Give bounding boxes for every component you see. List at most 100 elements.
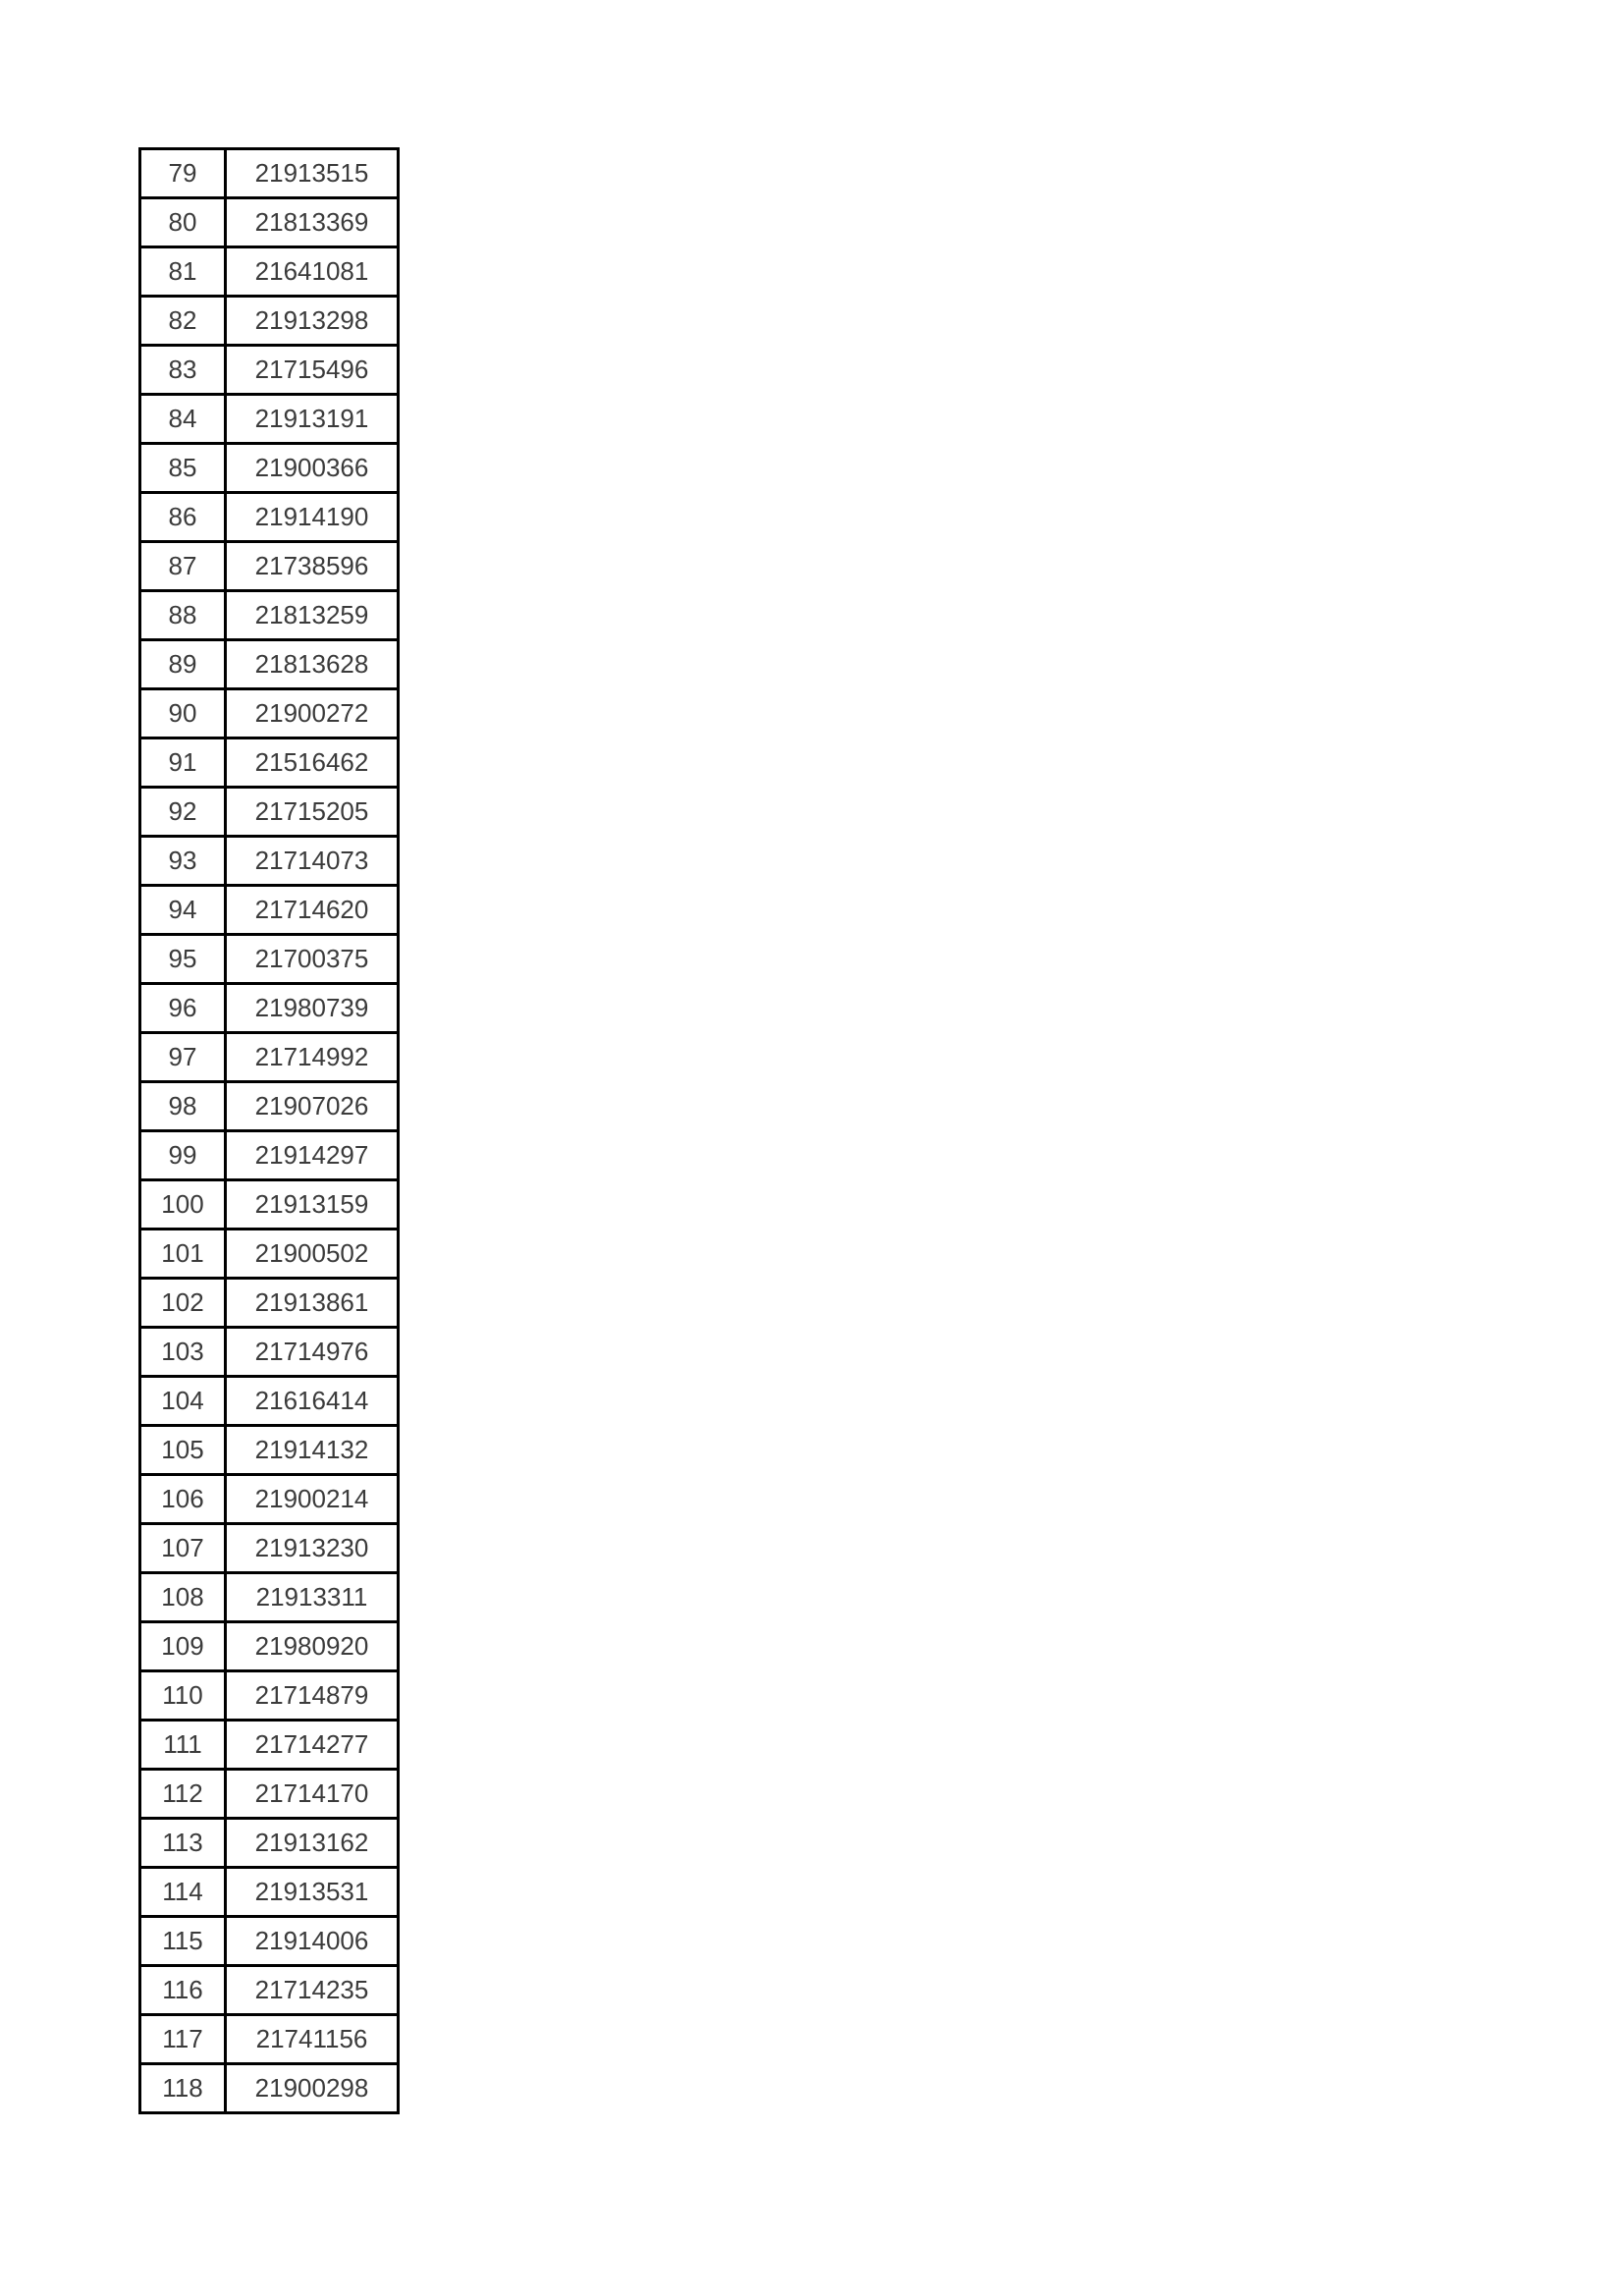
row-number-cell: 88 [138,589,227,641]
row-number-cell: 109 [138,1620,227,1672]
table-row: 112 21714170 [138,1768,400,1820]
table-row: 82 21913298 [138,295,400,347]
id-number-cell: 21907026 [224,1080,400,1132]
id-number-cell: 21715496 [224,344,400,396]
row-number-cell: 111 [138,1719,227,1771]
id-number-cell: 21714992 [224,1031,400,1083]
id-number-cell: 21738596 [224,540,400,592]
table-row: 103 21714976 [138,1326,400,1378]
id-number-cell: 21516462 [224,737,400,789]
table-row: 100 21913159 [138,1178,400,1230]
row-number-cell: 94 [138,884,227,936]
table-row: 92 21715205 [138,786,400,838]
table-row: 95 21700375 [138,933,400,985]
id-number-cell: 21616414 [224,1375,400,1427]
row-number-cell: 116 [138,1964,227,2016]
id-number-cell: 21714235 [224,1964,400,2016]
row-number-cell: 96 [138,982,227,1034]
id-number-cell: 21714976 [224,1326,400,1378]
id-number-table: 79 21913515 80 21813369 81 21641081 82 21913298… [138,147,400,2114]
table-row: 105 21914132 [138,1424,400,1476]
table-row: 104 21616414 [138,1375,400,1427]
row-number-cell: 103 [138,1326,227,1378]
row-number-cell: 85 [138,442,227,494]
row-number-cell: 81 [138,246,227,298]
id-number-cell: 21714277 [224,1719,400,1771]
id-number-cell: 21714879 [224,1669,400,1722]
row-number-cell: 110 [138,1669,227,1722]
table-row: 84 21913191 [138,393,400,445]
table-row: 110 21714879 [138,1669,400,1722]
table-row: 117 21741156 [138,2013,400,2065]
row-number-cell: 112 [138,1768,227,1820]
table-row: 94 21714620 [138,884,400,936]
table-row: 90 21900272 [138,687,400,739]
table-row: 99 21914297 [138,1129,400,1181]
row-number-cell: 108 [138,1571,227,1623]
row-number-cell: 115 [138,1915,227,1967]
table-row: 108 21913311 [138,1571,400,1623]
id-number-cell: 21813369 [224,196,400,248]
table-row: 96 21980739 [138,982,400,1034]
row-number-cell: 83 [138,344,227,396]
table-row: 109 21980920 [138,1620,400,1672]
table-row: 85 21900366 [138,442,400,494]
table-row: 106 21900214 [138,1473,400,1525]
id-number-cell: 21913191 [224,393,400,445]
table-row: 116 21714235 [138,1964,400,2016]
id-number-cell: 21913159 [224,1178,400,1230]
id-number-cell: 21900298 [224,2062,400,2114]
id-number-cell: 21914190 [224,491,400,543]
table-row: 102 21913861 [138,1277,400,1329]
row-number-cell: 98 [138,1080,227,1132]
table-row: 107 21913230 [138,1522,400,1574]
id-number-table-body: 79 21913515 80 21813369 81 21641081 82 21913298… [138,147,400,2114]
row-number-cell: 92 [138,786,227,838]
row-number-cell: 106 [138,1473,227,1525]
row-number-cell: 86 [138,491,227,543]
row-number-cell: 89 [138,638,227,690]
table-row: 87 21738596 [138,540,400,592]
table-row: 86 21914190 [138,491,400,543]
id-number-cell: 21913311 [224,1571,400,1623]
table-row: 118 21900298 [138,2062,400,2114]
id-number-cell: 21813259 [224,589,400,641]
row-number-cell: 113 [138,1817,227,1869]
table-row: 111 21714277 [138,1719,400,1771]
id-number-cell: 21913861 [224,1277,400,1329]
row-number-cell: 105 [138,1424,227,1476]
id-number-cell: 21714170 [224,1768,400,1820]
id-number-cell: 21913230 [224,1522,400,1574]
row-number-cell: 95 [138,933,227,985]
id-number-cell: 21913531 [224,1866,400,1918]
id-number-cell: 21813628 [224,638,400,690]
row-number-cell: 97 [138,1031,227,1083]
table-row: 79 21913515 [138,147,400,199]
row-number-cell: 99 [138,1129,227,1181]
id-number-cell: 21913162 [224,1817,400,1869]
id-number-cell: 21900214 [224,1473,400,1525]
row-number-cell: 87 [138,540,227,592]
table-row: 97 21714992 [138,1031,400,1083]
row-number-cell: 114 [138,1866,227,1918]
id-number-cell: 21900366 [224,442,400,494]
id-number-cell: 21900502 [224,1228,400,1280]
id-number-cell: 21900272 [224,687,400,739]
id-number-cell: 21913515 [224,147,400,199]
row-number-cell: 79 [138,147,227,199]
row-number-cell: 101 [138,1228,227,1280]
row-number-cell: 118 [138,2062,227,2114]
row-number-cell: 90 [138,687,227,739]
table-row: 98 21907026 [138,1080,400,1132]
id-number-cell: 21914132 [224,1424,400,1476]
row-number-cell: 117 [138,2013,227,2065]
table-row: 101 21900502 [138,1228,400,1280]
id-number-cell: 21641081 [224,246,400,298]
row-number-cell: 93 [138,835,227,887]
id-number-cell: 21715205 [224,786,400,838]
table-row: 81 21641081 [138,246,400,298]
row-number-cell: 80 [138,196,227,248]
table-row: 115 21914006 [138,1915,400,1967]
table-row: 89 21813628 [138,638,400,690]
